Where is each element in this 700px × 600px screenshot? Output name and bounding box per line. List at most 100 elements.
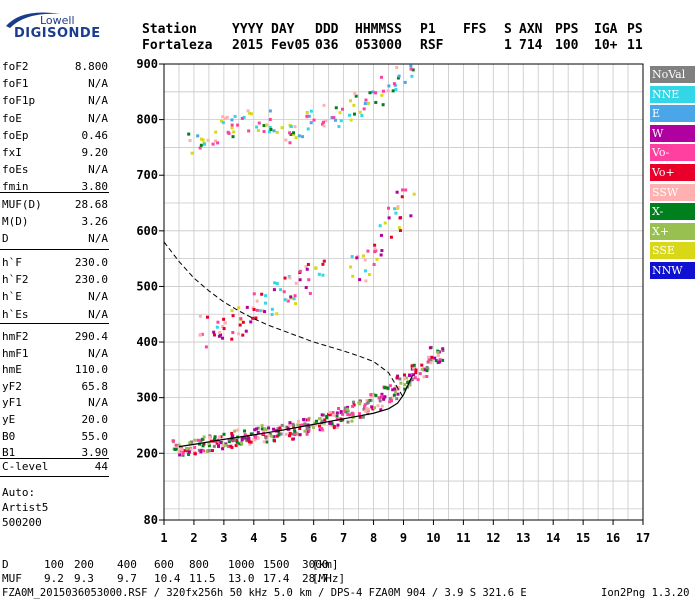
echo-point xyxy=(349,265,353,269)
echo-point xyxy=(291,432,295,436)
echo-point xyxy=(395,66,399,70)
echo-point xyxy=(409,64,413,68)
echo-point xyxy=(199,143,203,147)
echo-point xyxy=(264,301,268,305)
echo-point xyxy=(358,278,362,282)
footer-value: [km] xyxy=(312,558,339,571)
legend-item-ssw: SSW xyxy=(650,183,695,201)
param-name: B0 xyxy=(2,429,16,443)
footer-value: 600 xyxy=(154,558,174,571)
echo-point xyxy=(234,444,238,448)
echo-point xyxy=(425,374,429,378)
echo-point xyxy=(378,224,382,228)
echo-point xyxy=(372,262,376,266)
echo-point xyxy=(327,412,331,416)
param-name: fxI xyxy=(2,146,22,159)
y-tick-label: 300 xyxy=(136,391,158,405)
echo-point xyxy=(328,410,332,414)
echo-point xyxy=(403,387,407,391)
echo-point xyxy=(388,400,392,404)
echo-point xyxy=(343,409,347,413)
echo-point xyxy=(289,132,293,136)
echo-point xyxy=(378,399,382,403)
param-name: foF2 xyxy=(2,60,29,73)
param-row: foF2 8.800 xyxy=(2,60,108,76)
echo-point xyxy=(398,377,402,381)
param-row: foF1p N/A xyxy=(2,94,108,110)
echo-point xyxy=(380,392,384,396)
echo-point xyxy=(216,320,220,324)
echo-point xyxy=(408,383,412,387)
digisonde-logo-icon xyxy=(6,12,60,28)
echo-point xyxy=(196,134,200,138)
echo-point xyxy=(441,349,445,353)
echo-point xyxy=(330,116,334,120)
echo-point xyxy=(350,419,354,423)
echo-point xyxy=(383,221,387,225)
echo-point xyxy=(260,427,264,431)
echo-point xyxy=(188,139,192,143)
echo-point xyxy=(252,307,256,311)
echo-point xyxy=(277,432,281,436)
echo-point xyxy=(254,316,258,320)
echo-point xyxy=(298,278,302,282)
echo-point xyxy=(207,435,211,439)
echo-point xyxy=(243,429,247,433)
echo-point xyxy=(416,378,420,382)
param-value: 28.68 xyxy=(74,198,108,211)
echo-point xyxy=(306,127,310,131)
echo-point xyxy=(232,438,236,442)
echo-point xyxy=(396,374,400,378)
param-name: fmin xyxy=(2,180,29,194)
echo-point xyxy=(177,450,181,454)
y-tick-label: 600 xyxy=(136,224,158,238)
param-row: hmF2 290.4 xyxy=(2,330,108,346)
legend-item-nne: NNE xyxy=(650,85,695,103)
echo-point xyxy=(215,325,219,329)
echo-point xyxy=(219,435,223,439)
y-tick-label: 400 xyxy=(136,335,158,349)
echo-point xyxy=(336,423,340,427)
echo-point xyxy=(230,431,234,435)
echo-point xyxy=(425,365,429,369)
echo-point xyxy=(397,226,401,230)
param-value: N/A xyxy=(88,163,108,177)
echo-point xyxy=(380,93,384,97)
echo-point xyxy=(213,437,217,441)
clevel-value: 44 xyxy=(94,460,108,473)
echo-point xyxy=(363,409,367,413)
echo-point xyxy=(413,376,417,380)
echo-point xyxy=(253,435,257,439)
param-row: yF1 N/A xyxy=(2,396,108,412)
echo-point xyxy=(412,373,416,377)
echo-point xyxy=(433,356,437,360)
echo-point xyxy=(200,448,204,452)
echo-point xyxy=(320,427,324,431)
echo-point xyxy=(283,276,287,280)
header-value: 10+ xyxy=(594,38,618,53)
param-value: N/A xyxy=(88,307,108,321)
echo-point xyxy=(267,426,271,430)
echo-point xyxy=(328,413,332,417)
echo-point xyxy=(198,442,202,446)
param-row: MUF(D) 28.68 xyxy=(2,198,108,214)
header-label: AXN xyxy=(519,22,543,37)
echo-point xyxy=(308,291,312,295)
echo-point xyxy=(233,429,237,433)
param-name: hmF2 xyxy=(2,330,29,343)
param-value: 110.0 xyxy=(74,363,108,377)
header-label: S xyxy=(504,22,512,37)
header-value: 053000 xyxy=(355,38,402,53)
echo-point xyxy=(272,129,276,133)
echo-point xyxy=(305,432,309,436)
echo-point xyxy=(253,434,257,438)
echo-point xyxy=(412,366,416,370)
param-name: foEp xyxy=(2,128,29,142)
echo-point xyxy=(339,419,343,423)
echo-point xyxy=(373,247,377,251)
echo-point xyxy=(345,407,349,411)
y-tick-label: 80 xyxy=(144,513,158,527)
echo-point xyxy=(305,426,309,430)
echo-point xyxy=(392,82,396,86)
echo-point xyxy=(307,425,311,429)
